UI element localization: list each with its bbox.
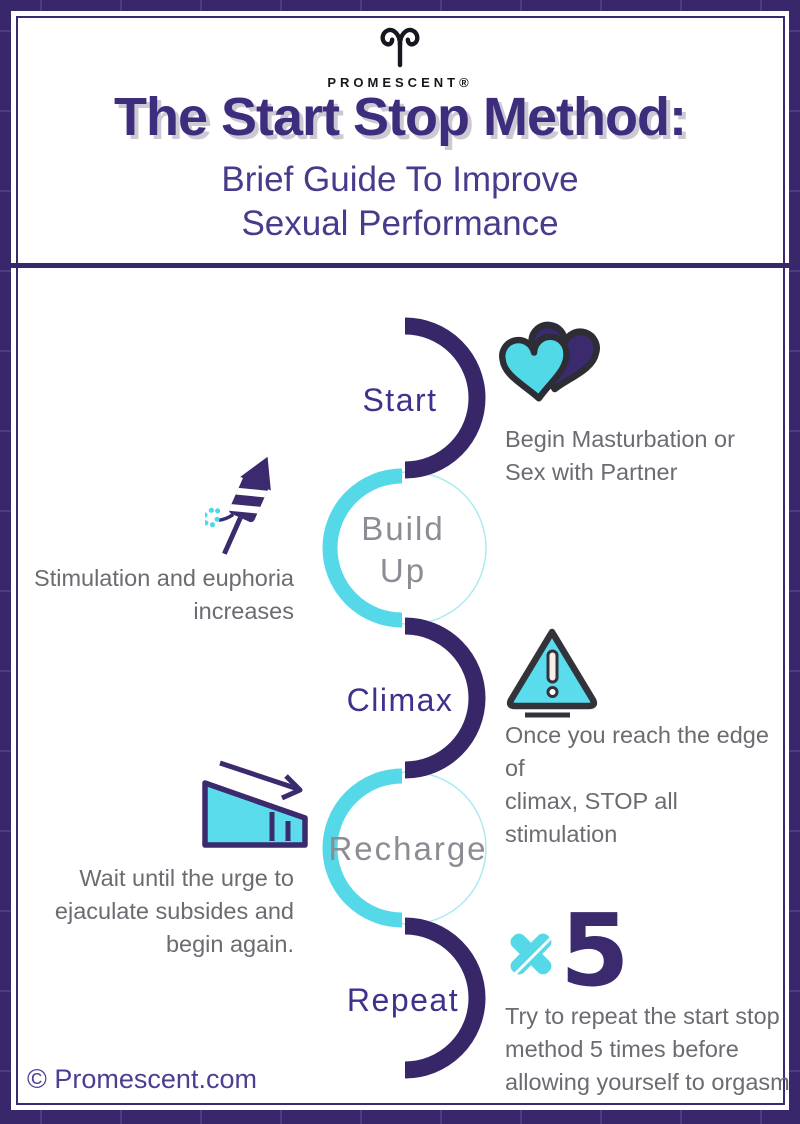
step-desc-recharge: Wait until the urge to ejaculate subside… xyxy=(54,865,294,957)
subtitle-line: Sexual Performance xyxy=(241,204,559,243)
hearts-icon xyxy=(499,321,600,402)
step-label-repeat: Repeat xyxy=(346,982,460,1018)
step-label-build-up: Build Up xyxy=(361,510,445,589)
page-subtitle: Brief Guide To Improve Sexual Performanc… xyxy=(0,158,800,246)
step-desc-build-up: Stimulation and euphoria increases xyxy=(34,565,294,624)
recharge-arc xyxy=(322,768,403,928)
subtitle-line: Brief Guide To Improve xyxy=(221,160,579,199)
step-desc-start: Begin Masturbation or Sex with Partner xyxy=(505,426,735,485)
times-icon xyxy=(510,933,554,977)
start-arc xyxy=(404,317,486,479)
declining-ramp-icon xyxy=(202,760,308,848)
brand-name: PROMESCENT® xyxy=(327,75,473,90)
repeat-arc xyxy=(404,917,486,1079)
warning-triangle-icon xyxy=(506,628,598,718)
step-label-climax: Climax xyxy=(346,682,454,718)
page-title: The Start Stop Method: xyxy=(114,87,687,147)
buildup-arc xyxy=(322,468,403,628)
repeat-times-graphic: 5 xyxy=(500,892,630,1009)
step-label-recharge: Recharge xyxy=(328,830,488,867)
header-divider xyxy=(0,263,800,268)
step-desc-repeat: Try to repeat the start stop method 5 ti… xyxy=(505,1003,790,1095)
copyright-text: © Promescent.com xyxy=(27,1064,257,1094)
climax-arc xyxy=(404,617,486,779)
step-label-start: Start xyxy=(362,382,438,418)
step-desc-climax: Once you reach the edge of climax, STOP … xyxy=(505,722,769,847)
brand-logo: PROMESCENT® xyxy=(0,25,800,90)
repeat-count: 5 xyxy=(560,892,630,1009)
firework-rocket-icon xyxy=(205,456,271,555)
ram-horns-icon xyxy=(380,27,420,68)
